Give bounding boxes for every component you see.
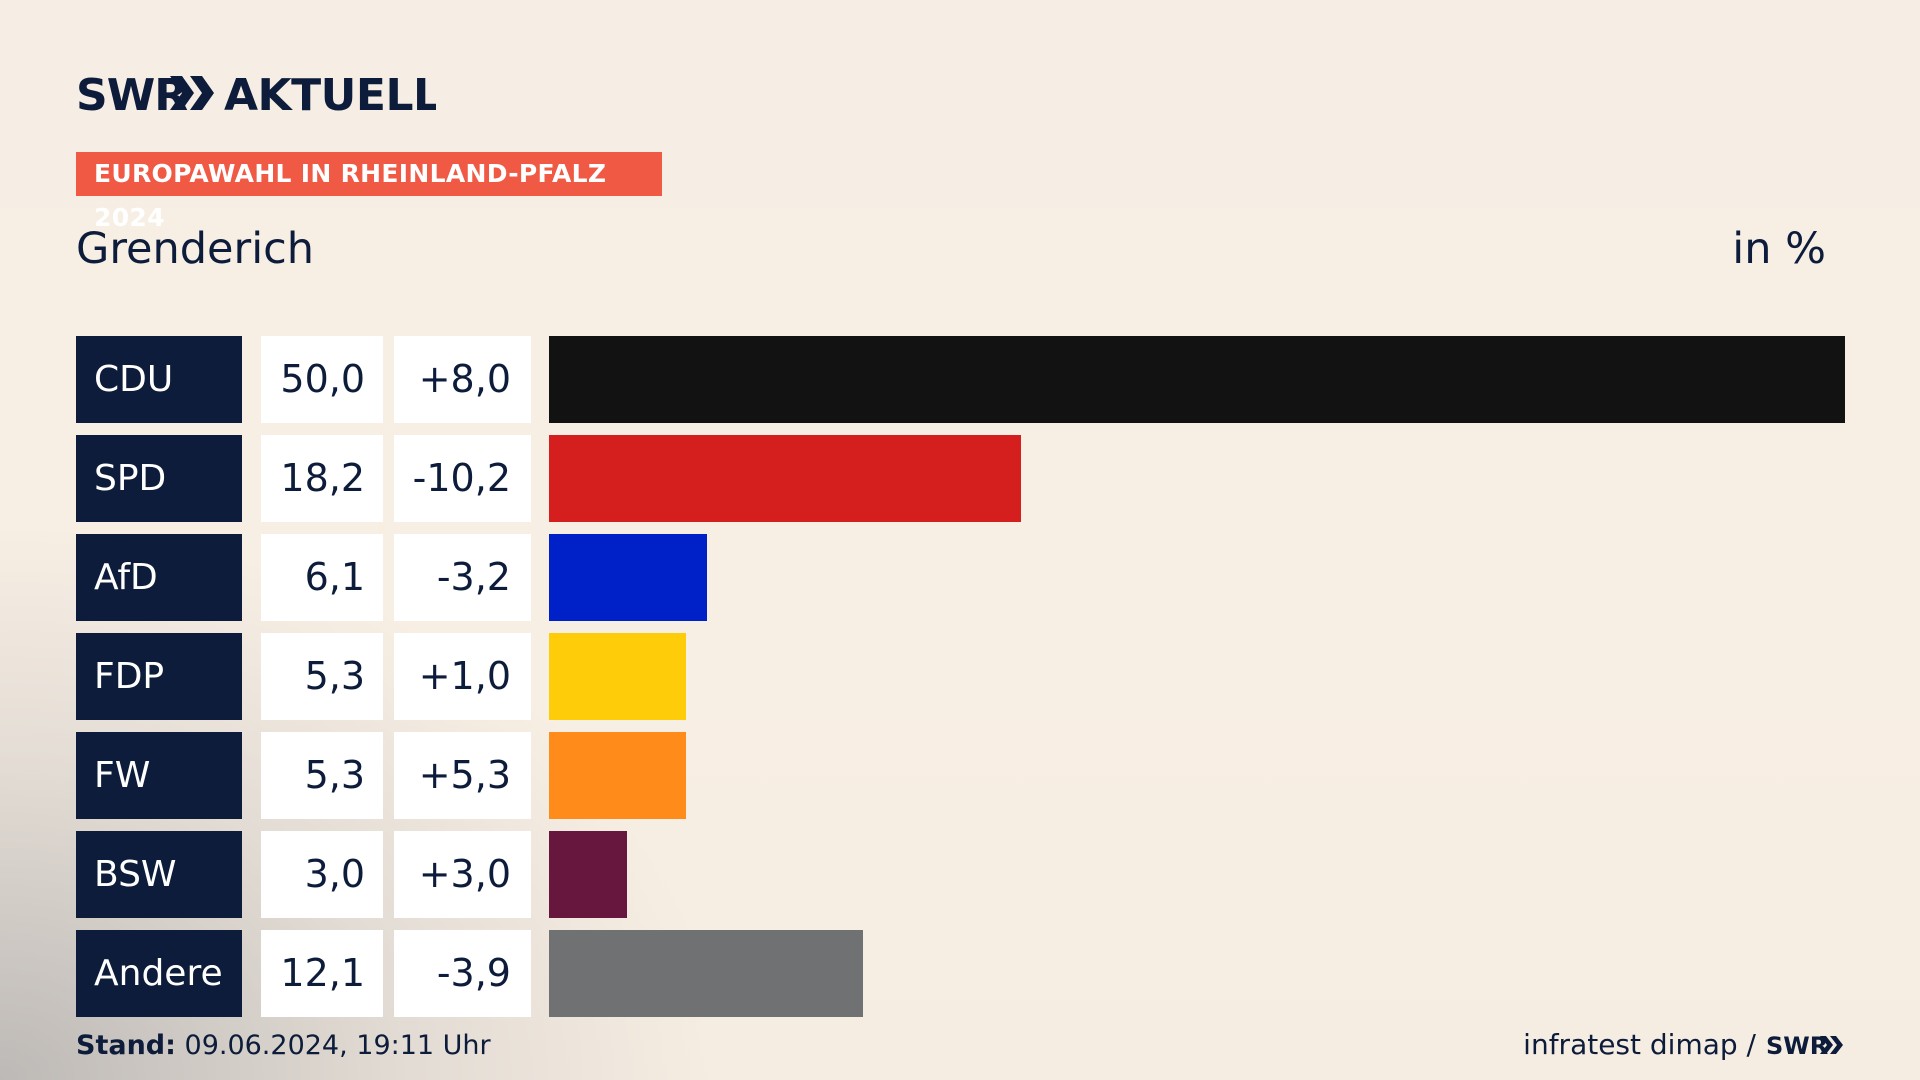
bar-spd: [549, 435, 1021, 522]
diff-label: -3,2: [394, 534, 531, 621]
diff-label: +5,3: [394, 732, 531, 819]
value-label: 18,2: [261, 435, 383, 522]
region-title: Grenderich: [76, 224, 315, 274]
party-label: FDP: [76, 633, 242, 720]
diff-label: -10,2: [394, 435, 531, 522]
topic-badge: EUROPAWAHL IN RHEINLAND-PFALZ 2024: [76, 152, 662, 232]
stand-value: 09.06.2024, 19:11 Uhr: [184, 1030, 491, 1061]
party-label: SPD: [76, 435, 242, 522]
bar-cdu: [549, 336, 1845, 423]
party-label: AfD: [76, 534, 242, 621]
stand-label: Stand:: [76, 1030, 176, 1061]
timestamp: Stand: 09.06.2024, 19:11 Uhr: [76, 1030, 491, 1061]
party-label: CDU: [76, 336, 242, 423]
source: infratest dimap / SWR: [1523, 1028, 1844, 1061]
party-label: BSW: [76, 831, 242, 918]
party-label: Andere: [76, 930, 242, 1017]
bar-fdp: [549, 633, 686, 720]
value-label: 50,0: [261, 336, 383, 423]
party-label: FW: [76, 732, 242, 819]
value-label: 5,3: [261, 633, 383, 720]
diff-label: +1,0: [394, 633, 531, 720]
diff-label: +3,0: [394, 831, 531, 918]
bar-andere: [549, 930, 863, 1017]
value-label: 3,0: [261, 831, 383, 918]
svg-text:SWR: SWR: [1766, 1032, 1828, 1058]
value-label: 12,1: [261, 930, 383, 1017]
svg-text:AKTUELL: AKTUELL: [224, 70, 436, 116]
bar-fw: [549, 732, 686, 819]
svg-text:SWR: SWR: [76, 70, 187, 116]
swr-aktuell-logo: SWR AKTUELL: [76, 70, 436, 116]
source-text: infratest dimap /: [1523, 1028, 1756, 1061]
bar-afd: [549, 534, 707, 621]
value-label: 6,1: [261, 534, 383, 621]
chevrons-icon: [170, 76, 214, 110]
chevrons-icon: [1820, 1035, 1843, 1054]
unit-label: in %: [1732, 224, 1826, 274]
diff-label: -3,9: [394, 930, 531, 1017]
swr-footer-logo: SWR: [1766, 1032, 1843, 1058]
value-label: 5,3: [261, 732, 383, 819]
diff-label: +8,0: [394, 336, 531, 423]
bar-bsw: [549, 831, 627, 918]
